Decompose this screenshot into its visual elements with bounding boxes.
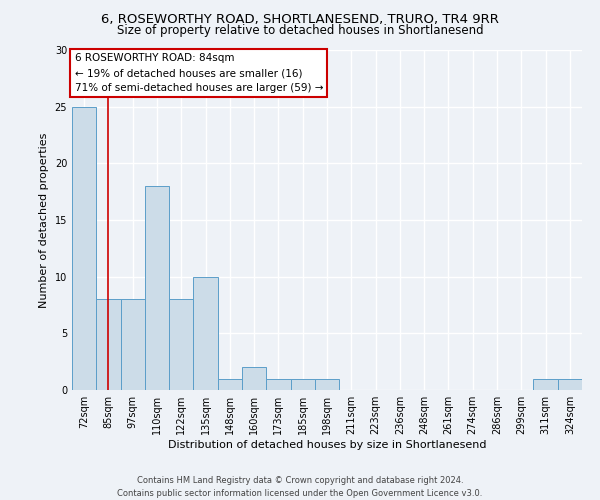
Bar <box>169 300 193 390</box>
Bar <box>72 106 96 390</box>
Bar <box>145 186 169 390</box>
Bar <box>218 378 242 390</box>
Bar <box>242 368 266 390</box>
Text: 6, ROSEWORTHY ROAD, SHORTLANESEND, TRURO, TR4 9RR: 6, ROSEWORTHY ROAD, SHORTLANESEND, TRURO… <box>101 12 499 26</box>
Text: Contains HM Land Registry data © Crown copyright and database right 2024.
Contai: Contains HM Land Registry data © Crown c… <box>118 476 482 498</box>
Bar <box>266 378 290 390</box>
Bar <box>558 378 582 390</box>
Bar <box>193 276 218 390</box>
X-axis label: Distribution of detached houses by size in Shortlanesend: Distribution of detached houses by size … <box>168 440 486 450</box>
Bar <box>315 378 339 390</box>
Text: 6 ROSEWORTHY ROAD: 84sqm
← 19% of detached houses are smaller (16)
71% of semi-d: 6 ROSEWORTHY ROAD: 84sqm ← 19% of detach… <box>74 54 323 93</box>
Bar <box>121 300 145 390</box>
Text: Size of property relative to detached houses in Shortlanesend: Size of property relative to detached ho… <box>116 24 484 37</box>
Y-axis label: Number of detached properties: Number of detached properties <box>39 132 49 308</box>
Bar <box>96 300 121 390</box>
Bar <box>290 378 315 390</box>
Bar <box>533 378 558 390</box>
